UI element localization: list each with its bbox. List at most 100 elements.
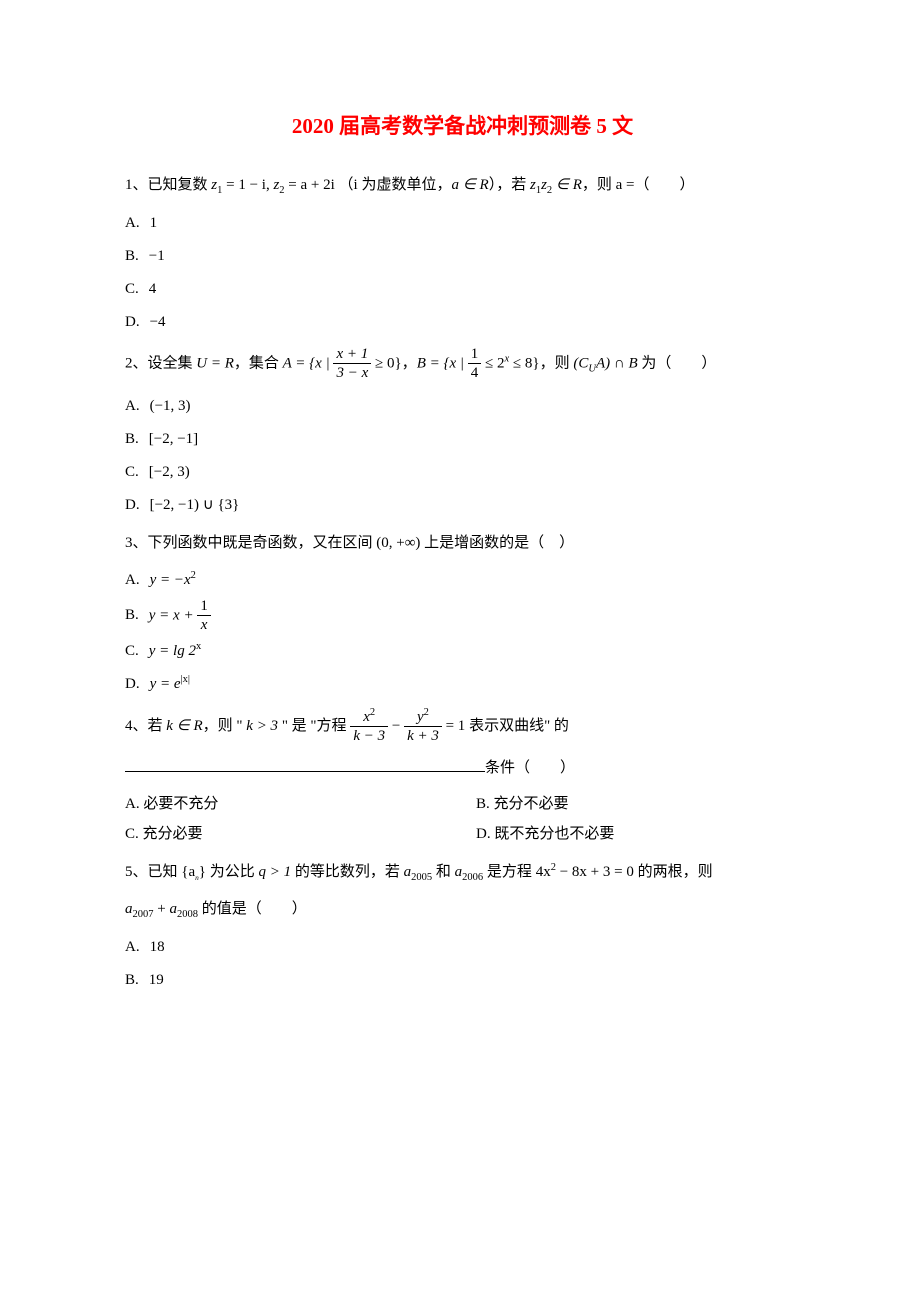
q4-f1numsup: 2: [370, 707, 375, 718]
q2-options: A.(−1, 3) B.[−2, −1] C.[−2, 3) D.[−2, −1…: [125, 390, 800, 522]
q1-stem-prefix: 1、已知复数: [125, 177, 211, 193]
q3-opt-a-letter: A.: [125, 572, 140, 588]
q5-opt-b: 19: [149, 972, 164, 988]
q2-mid3: ，则: [540, 356, 574, 372]
q4-opt-a: A. 必要不充分: [125, 789, 449, 819]
q1-end: ，则 a =（ ）: [582, 177, 695, 193]
q3-opt-d-pre: y = e: [150, 676, 181, 692]
q5-a2006sub: 2006: [462, 872, 483, 883]
q5-opt-a: 18: [150, 939, 165, 955]
question-5: 5、已知 {an} 为公比 q > 1 的等比数列，若 a2005 和 a200…: [125, 857, 800, 888]
q4-mid2: " 是 "方程: [278, 718, 350, 734]
q2-Bpost: ≤ 8}: [509, 356, 539, 372]
q4-blank-row: 条件（ ）: [125, 753, 800, 783]
q4-cond-label: 条件（ ）: [485, 760, 575, 776]
q2-mid1: ，集合: [234, 356, 283, 372]
question-5-line2: a2007 + a2008 的值是（ ）: [125, 894, 800, 925]
blank-line: [125, 771, 485, 772]
q2-Bpre: B = {x |: [417, 356, 468, 372]
question-4: 4、若 k ∈ R，则 " k > 3 " 是 "方程 x2k − 3 − y2…: [125, 707, 800, 747]
q3-options: A.y = −x2 B.y = x + 1x C.y = lg 2x D.y =…: [125, 564, 800, 702]
q5-mid3: 是方程: [483, 864, 536, 880]
q2-f2den: 4: [471, 365, 479, 381]
q4-f2numsup: 2: [424, 707, 429, 718]
q1-opt-d: −4: [150, 314, 166, 330]
q4-mid3: 表示双曲线" 的: [465, 718, 569, 734]
page-title: 2020 届高考数学备战冲刺预测卷 5 文: [125, 110, 800, 140]
q1-opt-a-letter: A.: [125, 215, 140, 231]
q1-opt-d-letter: D.: [125, 314, 140, 330]
q5-q: q > 1: [259, 864, 292, 880]
q5-opt-a-letter: A.: [125, 939, 140, 955]
q4-options-row2: C. 充分必要 D. 既不充分也不必要: [125, 819, 800, 849]
q2-opt-d: [−2, −1) ∪ {3}: [150, 497, 240, 513]
q2-Bmid: ≤ 2: [481, 356, 504, 372]
q5-prefix: 5、已知: [125, 864, 181, 880]
q3-opt-a-pre: y = −x: [150, 572, 191, 588]
q3-opt-d-letter: D.: [125, 676, 140, 692]
q3-opt-c-letter: C.: [125, 643, 139, 659]
q4-opt-d: D. 既不充分也不必要: [476, 819, 800, 849]
q1-mid2: ），若: [489, 177, 530, 193]
q2-fden: 3 − x: [336, 365, 368, 381]
q5-and: 和: [432, 864, 455, 880]
q4-f1num: x: [363, 709, 370, 725]
q3-stem: 3、下列函数中既是奇函数，又在区间 (0, +∞) 上是增函数的是（ ）: [125, 535, 574, 551]
q1-opt-c-letter: C.: [125, 281, 139, 297]
q2-Apost: ≥ 0}: [371, 356, 401, 372]
q4-opt-c: C. 充分必要: [125, 819, 449, 849]
q2-fnum: x + 1: [336, 346, 368, 362]
q3-opt-b-letter: B.: [125, 607, 139, 623]
q5-a2008sub: 2008: [177, 909, 198, 920]
q2-mid2: ，: [402, 356, 417, 372]
q1-eq1: = 1 − i,: [222, 177, 273, 193]
q2-opt-c-letter: C.: [125, 464, 139, 480]
question-3: 3、下列函数中既是奇函数，又在区间 (0, +∞) 上是增函数的是（ ）: [125, 528, 800, 558]
q5-opt-b-letter: B.: [125, 972, 139, 988]
q5-mid1: 为公比: [206, 864, 259, 880]
q1-eq2: = a + 2i: [285, 177, 335, 193]
q4-kR: k ∈ R: [166, 718, 202, 734]
q4-prefix: 4、若: [125, 718, 166, 734]
q3-opt-b-pre: y = x +: [149, 607, 198, 623]
q4-minus: −: [388, 718, 404, 734]
q5-an-close: }: [199, 864, 206, 880]
q5-eq-mid: − 8x + 3 = 0: [556, 864, 634, 880]
q2-CU: (C: [573, 356, 588, 372]
q4-options-row1: A. 必要不充分 B. 充分不必要: [125, 789, 800, 819]
q2-opt-b: [−2, −1]: [149, 431, 198, 447]
q3-opt-c-sup: x: [196, 641, 201, 652]
q1-opt-b: −1: [149, 248, 165, 264]
q5-eq: 4x: [536, 864, 551, 880]
q3-opt-c-pre: y = lg 2: [149, 643, 196, 659]
q5-an-open: {a: [181, 864, 195, 880]
q2-end: 为（ ）: [638, 356, 717, 372]
q5-plus: +: [154, 901, 170, 917]
q2-U: U = R: [196, 356, 234, 372]
q5-a2007: a: [125, 901, 133, 917]
q4-eq1: = 1: [442, 718, 465, 734]
q2-opt-d-letter: D.: [125, 497, 140, 513]
q5-a2008: a: [169, 901, 177, 917]
q4-k3: k > 3: [246, 718, 278, 734]
q2-opt-c: [−2, 3): [149, 464, 190, 480]
q2-CUA: A) ∩ B: [596, 356, 638, 372]
q1-options: A.1 B.−1 C.4 D.−4: [125, 207, 800, 339]
q1-opt-a: 1: [150, 215, 158, 231]
q2-Apre: A = {x |: [283, 356, 334, 372]
q1-inR: ∈ R: [552, 177, 582, 193]
q5-options: A. 18 B. 19: [125, 931, 800, 997]
q2-f2num: 1: [471, 346, 479, 362]
q5-mid4: 的两根，则: [634, 864, 713, 880]
q3-opt-b-num: 1: [197, 597, 211, 616]
q1-opt-b-letter: B.: [125, 248, 139, 264]
q4-opt-b: B. 充分不必要: [476, 789, 800, 819]
q4-mid1: ，则 ": [203, 718, 247, 734]
q2-prefix: 2、设全集: [125, 356, 196, 372]
q2-opt-a: (−1, 3): [150, 398, 191, 414]
q2-opt-b-letter: B.: [125, 431, 139, 447]
q4-f2num: y: [417, 709, 424, 725]
q4-f2den: k + 3: [407, 728, 439, 744]
question-1: 1、已知复数 z1 = 1 − i, z2 = a + 2i （i 为虚数单位，…: [125, 170, 800, 201]
q5-a2005sub: 2005: [411, 872, 432, 883]
